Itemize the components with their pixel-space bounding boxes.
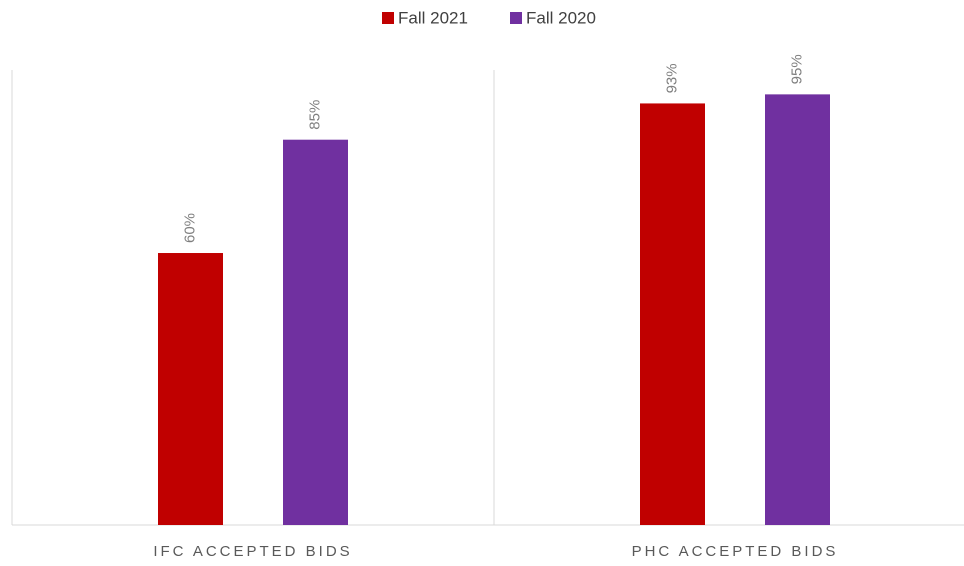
value-label: 85% [306, 100, 323, 130]
value-label: 60% [181, 213, 198, 243]
legend-label: Fall 2021 [398, 8, 468, 27]
x-tick-label: PHC ACCEPTED BIDS [632, 543, 839, 560]
bar [158, 253, 223, 525]
legend-swatch [510, 12, 522, 24]
bar [283, 139, 348, 525]
legend-label: Fall 2020 [526, 8, 596, 27]
x-tick-label: IFC ACCEPTED BIDS [153, 543, 352, 560]
value-label: 93% [663, 63, 680, 93]
bar [640, 103, 705, 525]
value-label: 95% [788, 54, 805, 84]
legend-swatch [382, 12, 394, 24]
bar [765, 94, 830, 526]
